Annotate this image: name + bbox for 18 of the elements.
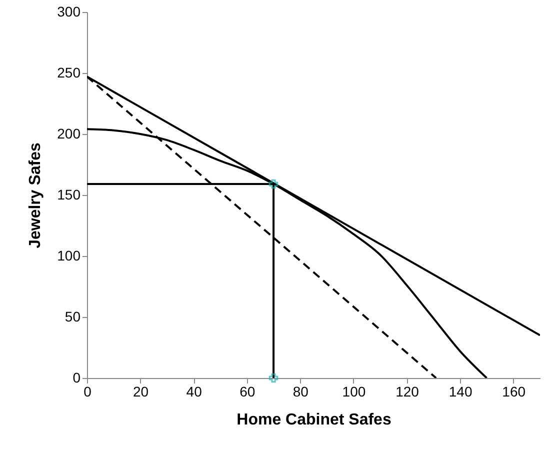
y-tick-label: 200 bbox=[57, 126, 81, 142]
x-axis-title: Home Cabinet Safes bbox=[236, 412, 392, 428]
y-tick-label: 300 bbox=[57, 4, 81, 20]
x-tick-label: 0 bbox=[84, 384, 92, 400]
y-tick-label: 0 bbox=[72, 370, 81, 386]
x-tick-label: 20 bbox=[133, 384, 149, 400]
x-tick-label: 160 bbox=[502, 384, 526, 400]
y-tick-label: 150 bbox=[57, 186, 81, 202]
y-axis-title: Jewelry Safes bbox=[27, 142, 44, 248]
y-tick-label: 50 bbox=[64, 308, 81, 324]
y-tick-label: 100 bbox=[57, 248, 81, 264]
x-tick-label: 100 bbox=[342, 384, 366, 400]
x-tick-label: 60 bbox=[240, 384, 256, 400]
x-tick-label: 120 bbox=[396, 384, 420, 400]
x-tick-label: 40 bbox=[186, 384, 202, 400]
x-tick-label: 140 bbox=[448, 384, 472, 400]
x-tick-label: 80 bbox=[292, 384, 309, 400]
y-tick-label: 250 bbox=[57, 64, 81, 80]
